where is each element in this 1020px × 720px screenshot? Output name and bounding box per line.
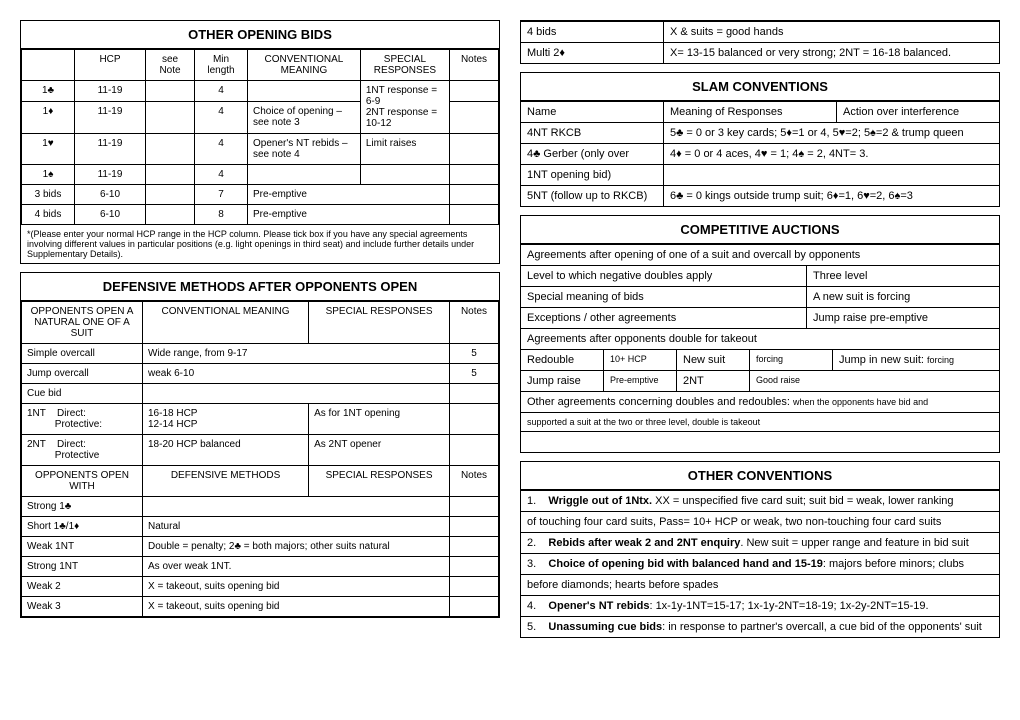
top-continuation: 4 bidsX & suits = good hands Multi 2♦X= …	[520, 20, 1000, 64]
section-title: SLAM CONVENTIONS	[521, 73, 999, 101]
competitive-auctions: COMPETITIVE AUCTIONS Agreements after op…	[520, 215, 1000, 453]
defensive-table: OPPONENTS OPEN A NATURAL ONE OF A SUITCO…	[21, 301, 499, 617]
opening-bids-table: HCP see Note Min length CONVENTIONAL MEA…	[21, 49, 499, 225]
section-title: OTHER CONVENTIONS	[521, 462, 999, 490]
left-column: OTHER OPENING BIDS HCP see Note Min leng…	[20, 20, 500, 646]
other-conventions: OTHER CONVENTIONS 1. Wriggle out of 1Ntx…	[520, 461, 1000, 638]
defensive-methods: DEFENSIVE METHODS AFTER OPPONENTS OPEN O…	[20, 272, 500, 618]
other-opening-bids: OTHER OPENING BIDS HCP see Note Min leng…	[20, 20, 500, 264]
right-column: 4 bidsX & suits = good hands Multi 2♦X= …	[520, 20, 1000, 646]
footnote: *(Please enter your normal HCP range in …	[21, 225, 499, 263]
section-title: DEFENSIVE METHODS AFTER OPPONENTS OPEN	[21, 273, 499, 301]
slam-conventions: SLAM CONVENTIONS NameMeaning of Response…	[520, 72, 1000, 207]
section-title: OTHER OPENING BIDS	[21, 21, 499, 49]
section-title: COMPETITIVE AUCTIONS	[521, 216, 999, 244]
